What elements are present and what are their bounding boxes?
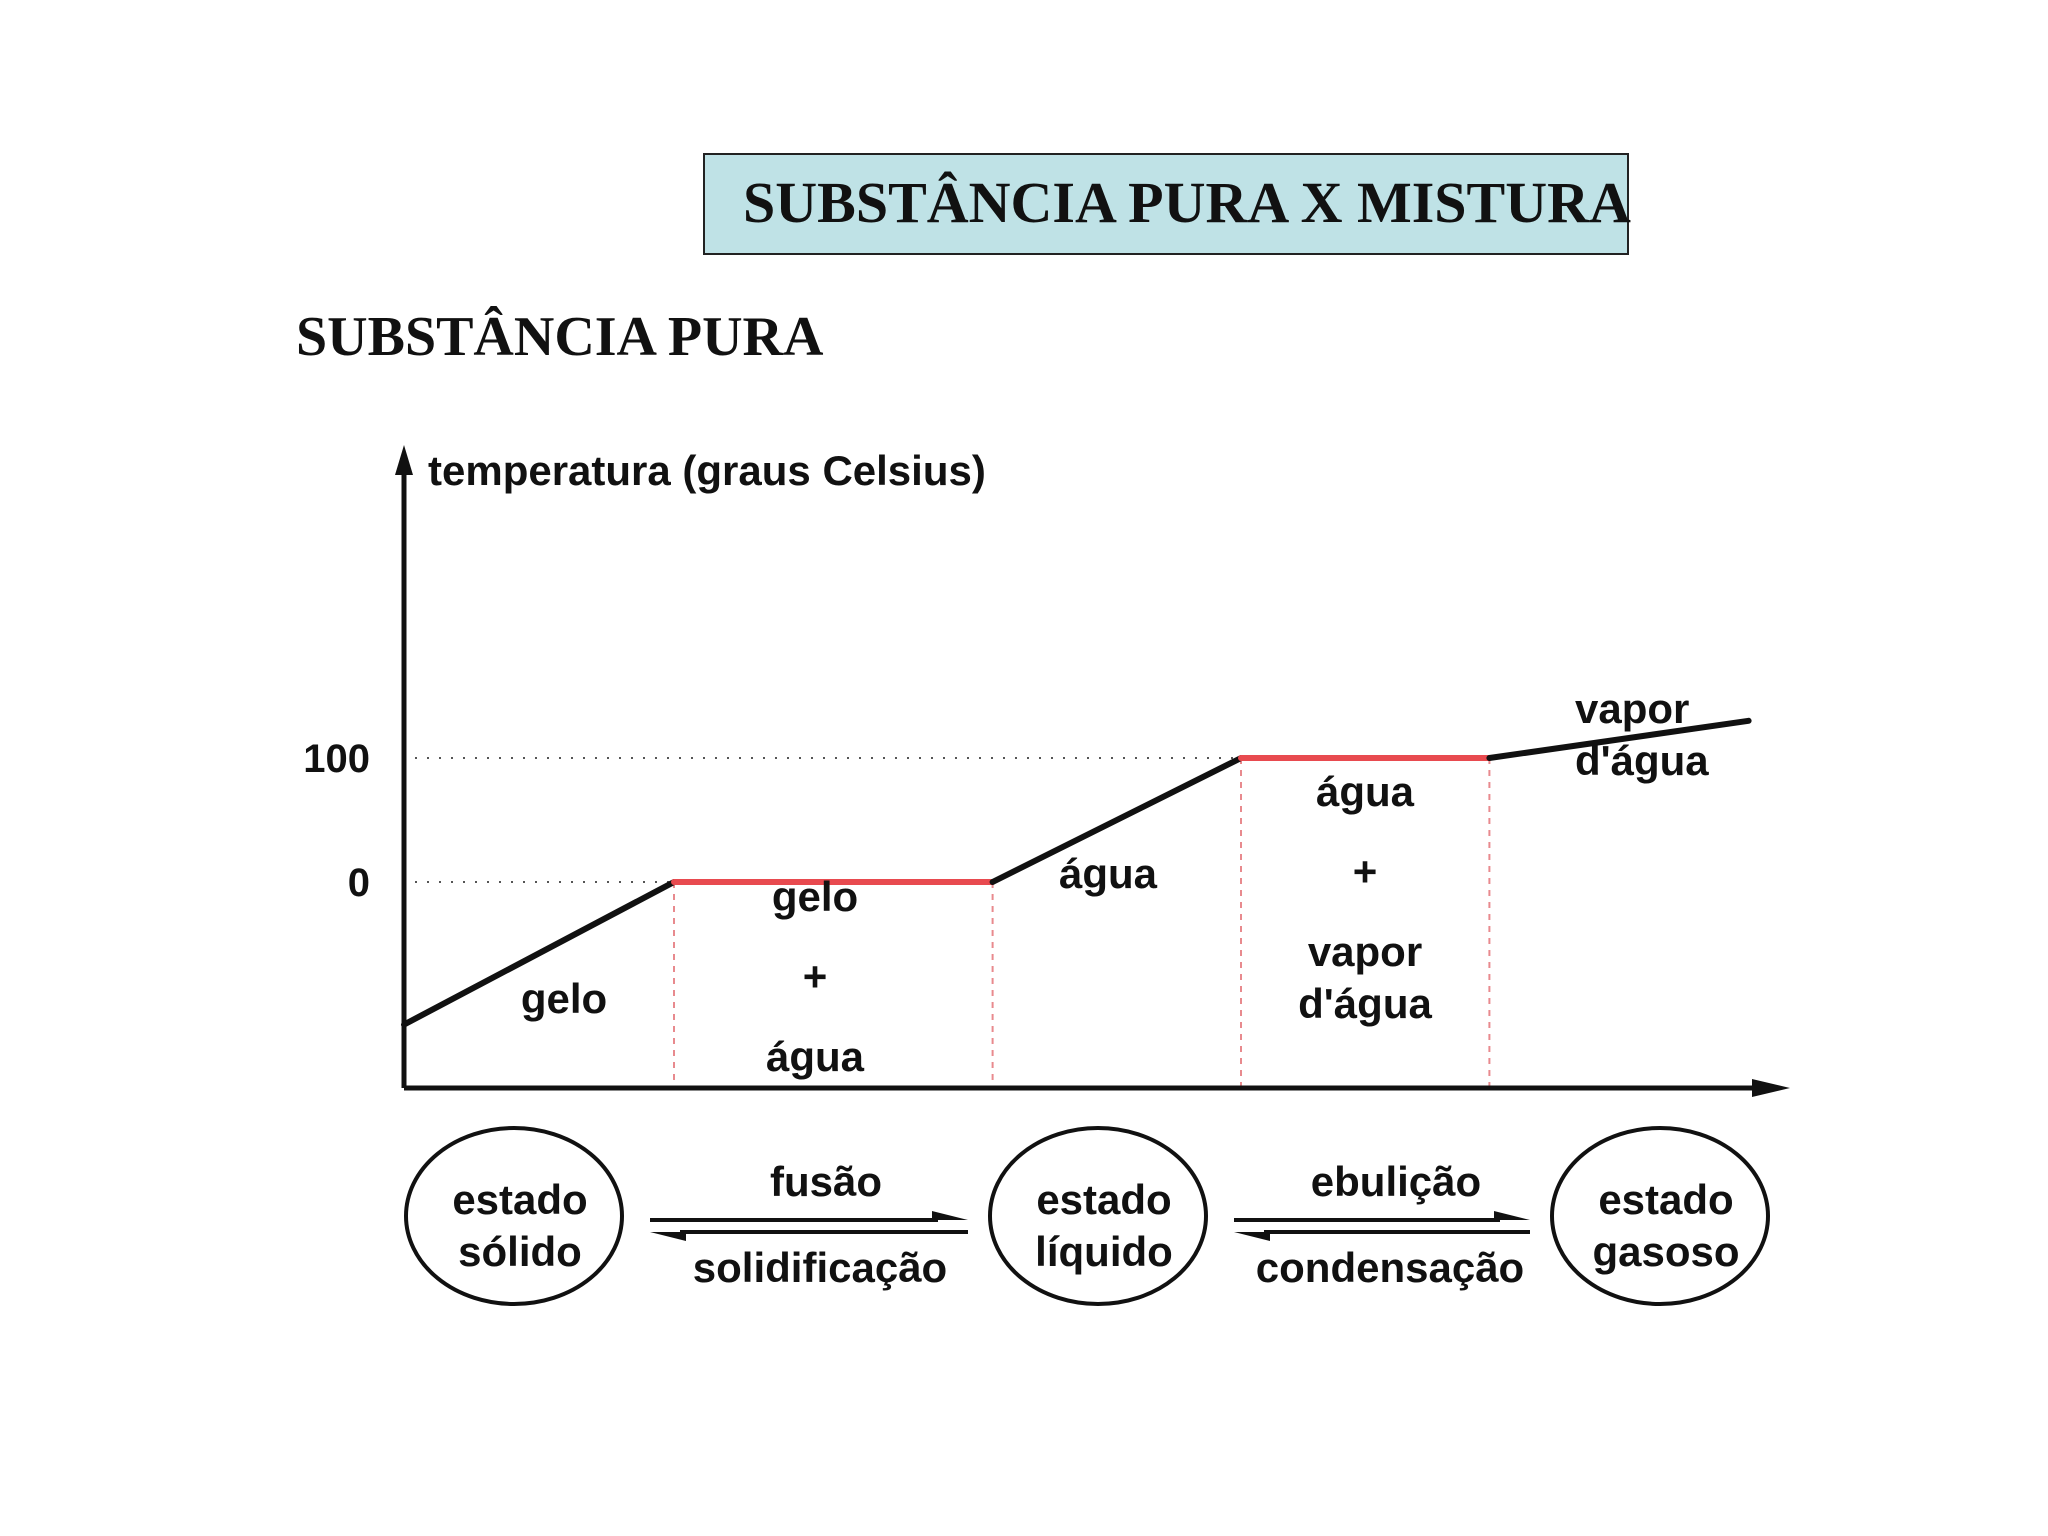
state-label: estado — [1598, 1176, 1733, 1223]
forward-arrowhead — [932, 1211, 968, 1220]
backward-arrowhead — [650, 1232, 686, 1241]
region-label: vapor — [1575, 685, 1689, 732]
chart-labels: 0 100 temperatura (graus Celsius) gelo gelo +… — [303, 447, 1709, 1080]
region-label: d'água — [1298, 980, 1432, 1027]
y-axis-label: temperatura (graus Celsius) — [428, 447, 986, 494]
page-title: SUBSTÂNCIA PURA X MISTURA — [743, 170, 1631, 235]
transition-forward-label: fusão — [770, 1158, 882, 1205]
forward-arrowhead — [1494, 1211, 1530, 1220]
region-label: gelo — [772, 873, 858, 920]
transition-backward-label: solidificação — [693, 1244, 947, 1291]
state-ellipse — [404, 1126, 624, 1306]
region-label: gelo — [521, 975, 607, 1022]
heating-segment — [989, 755, 1244, 885]
heating-curve — [401, 717, 1752, 1028]
state-label: líquido — [1035, 1228, 1173, 1275]
x-axis-arrowhead — [1752, 1079, 1790, 1097]
heating-segment — [401, 879, 677, 1028]
region-label: água — [766, 1033, 865, 1080]
y-axis-arrowhead — [395, 445, 413, 475]
heating-segment — [1486, 717, 1752, 761]
state-label: estado — [452, 1176, 587, 1223]
y-tick-label: 100 — [303, 737, 370, 781]
state-ellipse — [988, 1126, 1208, 1306]
state-label: gasoso — [1592, 1228, 1739, 1275]
axes — [395, 445, 1790, 1097]
region-label: + — [1353, 848, 1378, 895]
state-label: sólido — [458, 1228, 582, 1275]
region-label: vapor — [1308, 928, 1422, 975]
region-label: d'água — [1575, 737, 1709, 784]
title-box: SUBSTÂNCIA PURA X MISTURA — [703, 153, 1631, 255]
state-ellipse — [1550, 1126, 1770, 1306]
state-diagram: estado sólido estado líquido estado gasoso fus… — [404, 1126, 1770, 1306]
transition-forward-label: ebulição — [1311, 1158, 1481, 1205]
y-tick-label: 0 — [348, 861, 370, 905]
region-label: + — [803, 953, 828, 1000]
state-label: estado — [1036, 1176, 1171, 1223]
phase-dividers — [673, 758, 1491, 1088]
region-label: água — [1316, 768, 1415, 815]
backward-arrowhead — [1234, 1232, 1270, 1241]
region-label: água — [1059, 850, 1158, 897]
transition-backward-label: condensação — [1256, 1244, 1524, 1291]
section-subtitle: SUBSTÂNCIA PURA — [296, 306, 824, 368]
